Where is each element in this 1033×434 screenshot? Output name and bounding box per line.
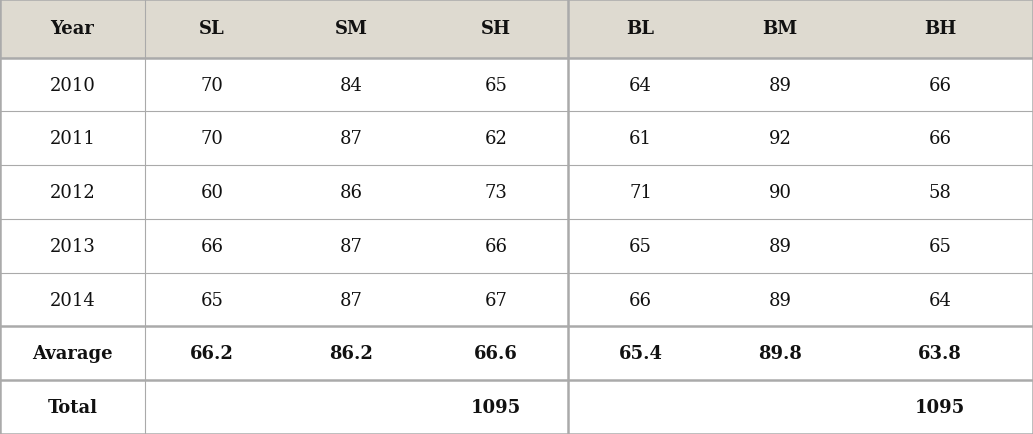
Text: 58: 58 xyxy=(929,184,951,202)
Text: 61: 61 xyxy=(629,130,652,148)
Text: 64: 64 xyxy=(929,291,951,309)
Text: BH: BH xyxy=(924,20,957,38)
Bar xyxy=(0,59,1033,434)
Text: 73: 73 xyxy=(484,184,507,202)
Text: 66.6: 66.6 xyxy=(474,345,518,362)
Text: 2012: 2012 xyxy=(50,184,95,202)
Text: 1095: 1095 xyxy=(471,398,521,416)
Text: 87: 87 xyxy=(340,237,363,255)
Text: 2013: 2013 xyxy=(50,237,95,255)
Text: 66: 66 xyxy=(200,237,223,255)
Bar xyxy=(0,0,1033,59)
Text: 86.2: 86.2 xyxy=(330,345,373,362)
Text: 86: 86 xyxy=(340,184,363,202)
Text: 66: 66 xyxy=(929,130,951,148)
Text: 70: 70 xyxy=(200,130,223,148)
Text: 70: 70 xyxy=(200,76,223,94)
Text: 1095: 1095 xyxy=(915,398,965,416)
Text: BM: BM xyxy=(762,20,797,38)
Text: SM: SM xyxy=(335,20,368,38)
Text: 89: 89 xyxy=(769,291,791,309)
Text: 2010: 2010 xyxy=(50,76,95,94)
Text: 89.8: 89.8 xyxy=(758,345,802,362)
Text: 63.8: 63.8 xyxy=(918,345,962,362)
Text: 65: 65 xyxy=(629,237,652,255)
Text: 92: 92 xyxy=(769,130,791,148)
Text: 65: 65 xyxy=(484,76,507,94)
Text: 66: 66 xyxy=(629,291,652,309)
Text: 66.2: 66.2 xyxy=(190,345,233,362)
Text: 87: 87 xyxy=(340,130,363,148)
Text: Year: Year xyxy=(51,20,94,38)
Text: 89: 89 xyxy=(769,76,791,94)
Text: 65.4: 65.4 xyxy=(619,345,662,362)
Text: 89: 89 xyxy=(769,237,791,255)
Text: 67: 67 xyxy=(484,291,507,309)
Text: 62: 62 xyxy=(484,130,507,148)
Text: Avarage: Avarage xyxy=(32,345,113,362)
Text: 84: 84 xyxy=(340,76,363,94)
Text: 66: 66 xyxy=(484,237,507,255)
Text: SL: SL xyxy=(199,20,224,38)
Text: 64: 64 xyxy=(629,76,652,94)
Text: 66: 66 xyxy=(929,76,951,94)
Text: 2014: 2014 xyxy=(50,291,95,309)
Text: 71: 71 xyxy=(629,184,652,202)
Text: 90: 90 xyxy=(769,184,791,202)
Text: BL: BL xyxy=(626,20,655,38)
Text: 87: 87 xyxy=(340,291,363,309)
Text: 65: 65 xyxy=(200,291,223,309)
Text: SH: SH xyxy=(480,20,511,38)
Text: Total: Total xyxy=(48,398,97,416)
Text: 65: 65 xyxy=(929,237,951,255)
Text: 2011: 2011 xyxy=(50,130,95,148)
Text: 60: 60 xyxy=(200,184,223,202)
